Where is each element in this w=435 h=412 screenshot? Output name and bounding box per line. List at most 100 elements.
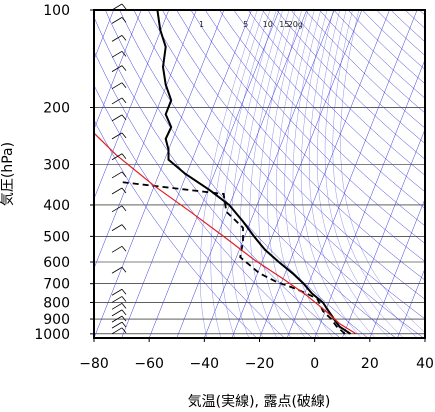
isotherm-line bbox=[342, 128, 425, 338]
dry-adiabat-line bbox=[362, 10, 425, 70]
moist-adiabat-line bbox=[210, 10, 264, 338]
dry-adiabat-line bbox=[133, 10, 424, 338]
wind-barbs bbox=[111, 3, 127, 335]
isotherm-line bbox=[314, 58, 425, 338]
wind-barb bbox=[111, 153, 127, 161]
moist-adiabat-line bbox=[301, 10, 362, 338]
isotherm-line bbox=[397, 267, 425, 338]
wind-barb bbox=[111, 321, 127, 329]
isotherm-line bbox=[424, 337, 425, 338]
y-tick-label: 700 bbox=[43, 277, 70, 293]
moist-adiabat-line bbox=[267, 10, 306, 338]
pressure-grid bbox=[94, 9, 425, 335]
x-tick-labels: −80 −60 −40 −20 0 20 40 bbox=[79, 338, 434, 372]
wind-barb bbox=[111, 315, 127, 323]
moist-adiabat-line bbox=[199, 10, 258, 338]
isotherm-line bbox=[94, 10, 197, 270]
dry-adiabat-line bbox=[176, 10, 425, 281]
dry-adiabat-line bbox=[233, 10, 425, 209]
mixing-ratio-label: 1 bbox=[199, 20, 204, 29]
isotherm-line bbox=[94, 10, 225, 338]
y-tick-label: 900 bbox=[43, 312, 70, 328]
x-tick-label: 0 bbox=[310, 356, 319, 372]
wind-barb bbox=[111, 205, 127, 213]
isotherm-line bbox=[231, 10, 363, 338]
dry-adiabat-line bbox=[147, 10, 425, 320]
y-tick-label: 200 bbox=[43, 100, 70, 116]
dry-adiabat-line bbox=[204, 10, 425, 244]
isotherm-line bbox=[369, 198, 425, 338]
dry-adiabat-line bbox=[190, 10, 425, 262]
moist-adiabat-line bbox=[324, 10, 404, 338]
isotherm-line bbox=[94, 10, 142, 130]
dry-adiabat-line bbox=[247, 10, 425, 193]
dry-adiabat-line bbox=[162, 10, 425, 300]
wind-barb bbox=[111, 17, 127, 24]
moist-adiabat-line bbox=[340, 10, 425, 333]
wind-barb bbox=[111, 288, 127, 296]
wind-barb bbox=[111, 309, 127, 317]
dry-adiabat-line bbox=[94, 84, 285, 338]
mixing-ratio-label: 5 bbox=[243, 20, 248, 29]
y-tick-label: 300 bbox=[43, 158, 70, 174]
dry-adiabat-line bbox=[262, 10, 425, 176]
wind-barb bbox=[111, 35, 127, 42]
isotherm-line bbox=[94, 10, 170, 200]
dry-adiabat-line bbox=[333, 10, 425, 99]
dry-adiabat-line bbox=[276, 10, 425, 160]
isotherm-line bbox=[286, 10, 418, 338]
wind-barb bbox=[111, 245, 127, 253]
moist-adiabat-line bbox=[220, 10, 271, 338]
moist-adiabat-line bbox=[230, 10, 277, 338]
x-tick-label: −40 bbox=[190, 356, 220, 372]
moist-adiabat-line bbox=[317, 10, 390, 338]
moist-adiabats bbox=[199, 10, 425, 338]
wind-barb bbox=[111, 266, 127, 274]
wind-barb bbox=[111, 132, 127, 140]
moist-adiabat-line bbox=[332, 10, 418, 338]
wind-barb bbox=[111, 302, 127, 310]
temperature-line bbox=[156, 10, 352, 335]
wind-barb bbox=[111, 50, 127, 58]
y-tick-label: 400 bbox=[43, 198, 70, 214]
wind-barb bbox=[111, 171, 127, 179]
wind-barb bbox=[111, 65, 127, 72]
y-tick-label: 1000 bbox=[34, 327, 70, 343]
wind-barb bbox=[111, 296, 127, 303]
dry-adiabat-line bbox=[376, 10, 425, 56]
isotherm-line bbox=[259, 10, 390, 338]
x-tick-label: 40 bbox=[416, 356, 434, 372]
dry-adiabat-line bbox=[347, 10, 425, 85]
x-tick-label: −20 bbox=[245, 356, 275, 372]
isotherm-line bbox=[148, 10, 280, 338]
profile-lines bbox=[94, 10, 357, 335]
moist-adiabat-line bbox=[240, 10, 283, 338]
parcel-line bbox=[94, 132, 357, 335]
dry-adiabat-line bbox=[319, 10, 425, 114]
mixing-ratio-label: 20g bbox=[288, 20, 303, 29]
dry-adiabat-line bbox=[419, 10, 425, 16]
x-tick-label: 20 bbox=[361, 356, 379, 372]
x-tick-label: −80 bbox=[79, 356, 109, 372]
wind-barb bbox=[111, 97, 127, 105]
wind-barb bbox=[111, 114, 127, 122]
x-tick-label: −60 bbox=[134, 356, 164, 372]
y-tick-label: 600 bbox=[43, 255, 70, 271]
dry-adiabat-line bbox=[290, 10, 425, 144]
dry-adiabat-line bbox=[94, 50, 313, 338]
dry-adiabat-line bbox=[119, 10, 396, 338]
dry-adiabat-line bbox=[305, 10, 425, 129]
wind-barb bbox=[111, 327, 127, 335]
dry-adiabat-line bbox=[404, 10, 425, 29]
moist-adiabat-line bbox=[258, 10, 296, 338]
x-axis-label: 気温(実線), 露点(破線) bbox=[188, 394, 331, 410]
y-tick-label: 100 bbox=[43, 3, 70, 19]
wind-barb bbox=[111, 82, 127, 90]
wind-barb bbox=[111, 187, 127, 195]
wind-barb bbox=[111, 224, 127, 231]
dry-adiabat-line bbox=[94, 119, 257, 338]
mixing-ratio-label: 10 bbox=[263, 20, 273, 29]
